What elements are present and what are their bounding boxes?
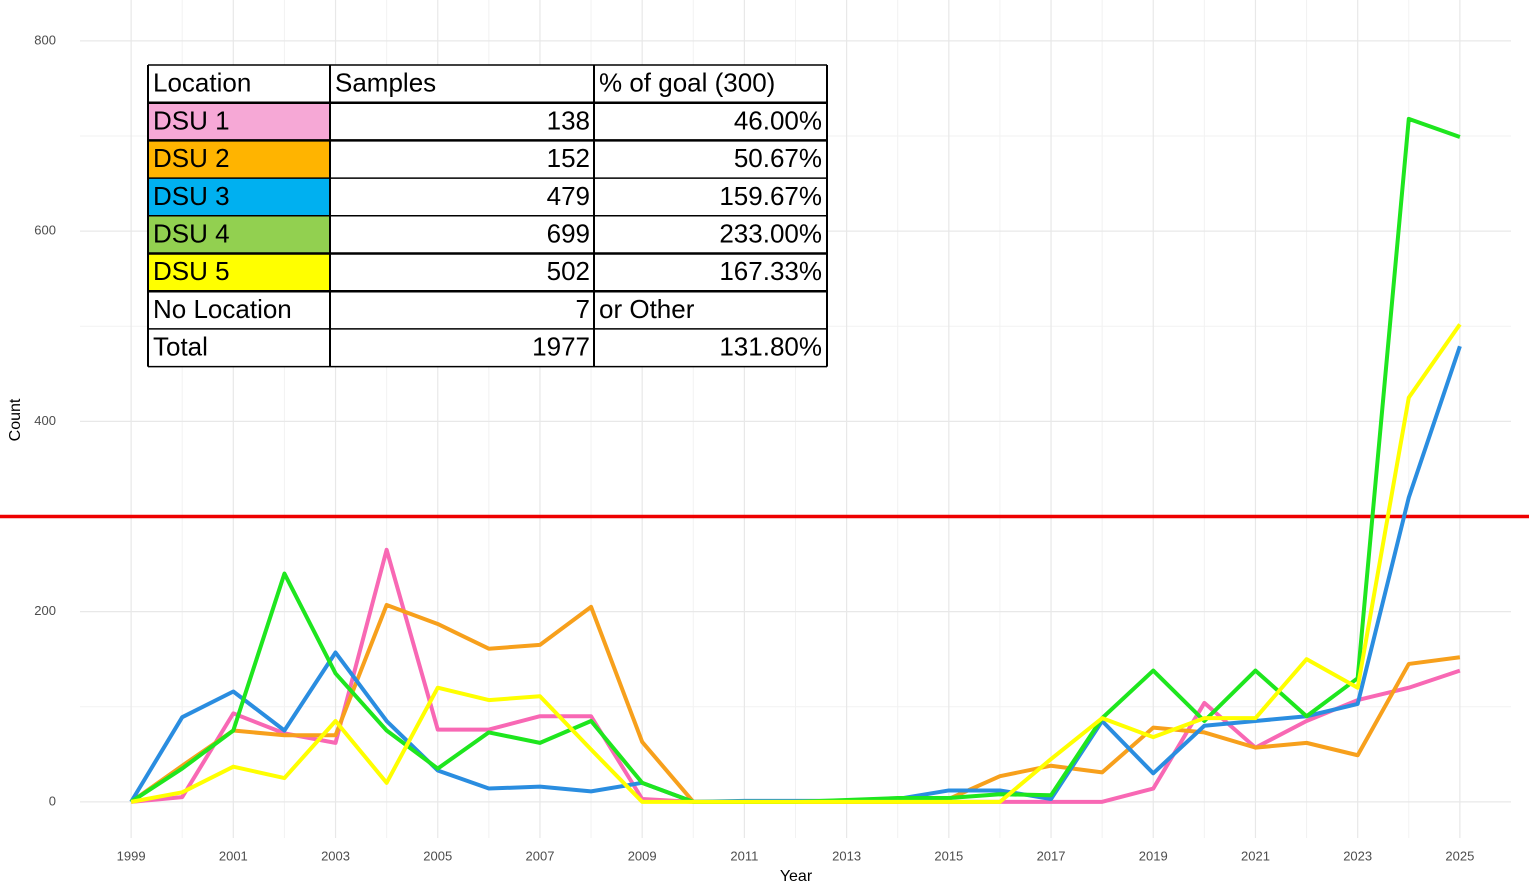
table-cell: No Location: [153, 294, 292, 324]
x-tick-label: 2011: [730, 848, 758, 863]
table-color-cell: [148, 178, 330, 216]
table-cell: DSU 1: [153, 105, 230, 135]
table-header: % of goal (300): [599, 68, 775, 98]
y-tick-label: 800: [34, 32, 56, 47]
table-header: Location: [153, 68, 251, 98]
table-cell: 699: [547, 219, 590, 249]
x-tick-label: 2015: [934, 848, 963, 863]
table-cell: DSU 5: [153, 256, 230, 286]
x-tick-label: 2003: [321, 848, 350, 863]
table-cell: 159.67%: [719, 181, 822, 211]
table-cell: 131.80%: [719, 332, 822, 362]
x-tick-label: 2005: [423, 848, 452, 863]
x-tick-label: 2009: [628, 848, 657, 863]
x-tick-label: 2001: [219, 848, 248, 863]
table-cell: 1977: [532, 332, 590, 362]
table-cell: DSU 2: [153, 143, 230, 173]
y-tick-label: 200: [34, 603, 56, 618]
x-tick-label: 1999: [117, 848, 146, 863]
y-tick-label: 400: [34, 413, 56, 428]
y-axis-title: Count: [7, 398, 24, 441]
x-tick-label: 2007: [526, 848, 555, 863]
table-color-cell: [148, 253, 330, 292]
x-tick-label: 2019: [1139, 848, 1168, 863]
table-cell: 138: [547, 105, 590, 135]
table-color-cell: [148, 102, 330, 141]
table-color-cell: [148, 140, 330, 179]
table-cell: DSU 4: [153, 219, 230, 249]
x-tick-label: 2021: [1241, 848, 1270, 863]
table-cell: 479: [547, 181, 590, 211]
table-cell: 167.33%: [719, 256, 822, 286]
series-line: [130, 323, 1462, 804]
table-cell: 7: [576, 294, 590, 324]
table-color-cell: [148, 215, 330, 254]
table-header: Samples: [335, 68, 436, 98]
table-cell: 46.00%: [734, 105, 822, 135]
table-cell: Total: [153, 332, 208, 362]
x-tick-label: 2013: [832, 848, 861, 863]
x-axis-title: Year: [780, 868, 813, 885]
x-tick-label: 2025: [1445, 848, 1474, 863]
x-tick-label: 2017: [1037, 848, 1066, 863]
y-tick-label: 600: [34, 223, 56, 238]
x-tick-label: 2023: [1343, 848, 1372, 863]
table-cell: 50.67%: [734, 143, 822, 173]
table-cell: 502: [547, 256, 590, 286]
table-cell: DSU 3: [153, 181, 230, 211]
table-cell: or Other: [599, 294, 695, 324]
y-tick-label: 0: [49, 793, 56, 808]
table-cell: 152: [547, 143, 590, 173]
table-cell: 233.00%: [719, 219, 822, 249]
